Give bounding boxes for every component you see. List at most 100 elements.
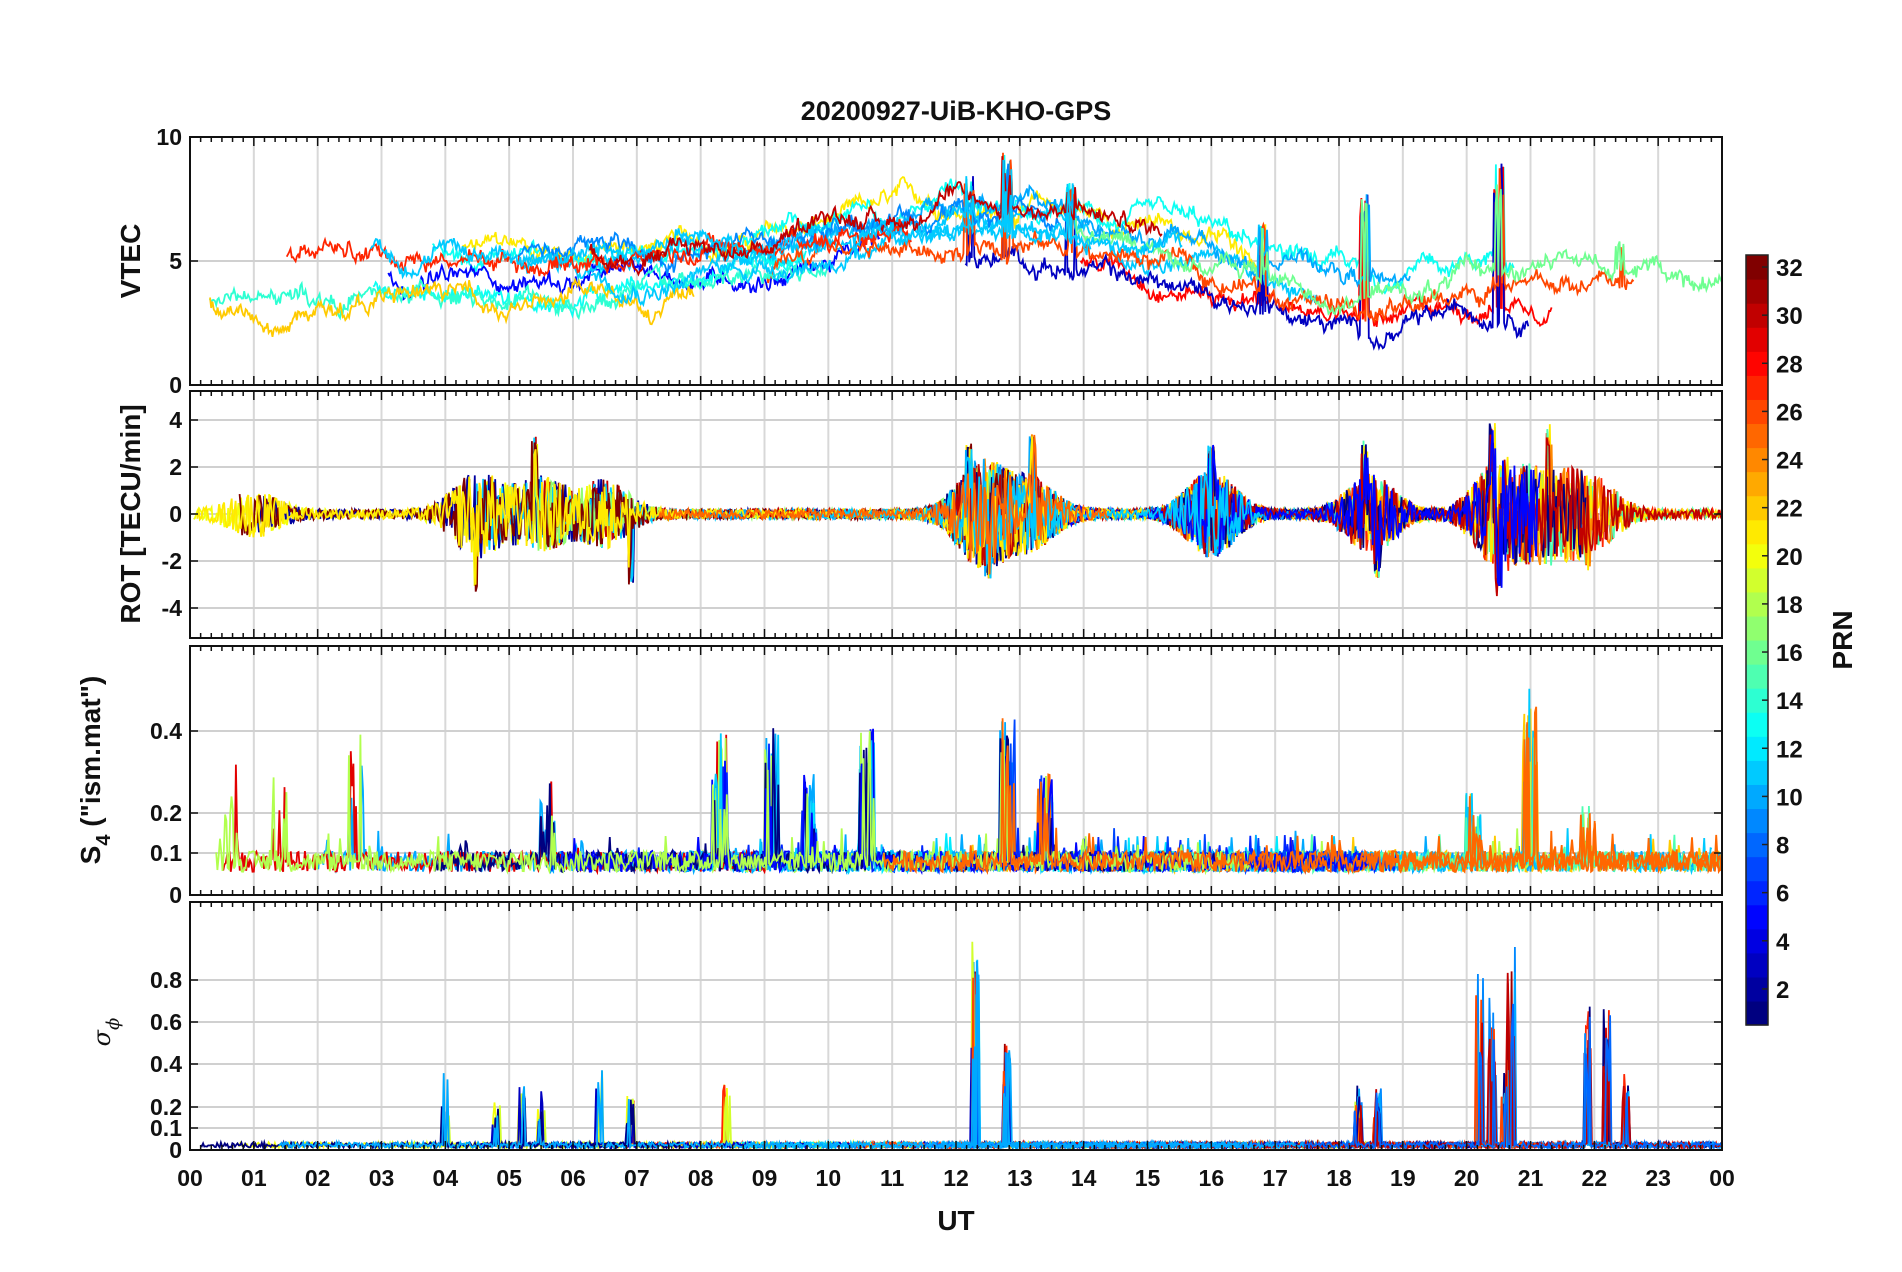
x-tick-label: 04 xyxy=(433,1165,459,1191)
colorbar-segment xyxy=(1746,327,1768,352)
colorbar-tick-label: 28 xyxy=(1776,351,1803,378)
vtec-axes: 0 5 10 xyxy=(156,124,1723,398)
colorbar-segment xyxy=(1746,760,1768,785)
y-tick-label: 4 xyxy=(169,407,182,433)
colorbar-tick-label: 12 xyxy=(1776,736,1803,763)
colorbar-tick-label: 4 xyxy=(1776,929,1790,956)
prn-trace xyxy=(1049,1096,1478,1150)
colorbar-segment xyxy=(1746,399,1768,425)
prn-trace xyxy=(887,961,1722,1150)
prn-trace xyxy=(626,973,1346,1150)
y-tick-label: 0.8 xyxy=(150,967,182,993)
colorbar-tick-label: 30 xyxy=(1776,303,1803,330)
colorbar-tick-label: 14 xyxy=(1776,688,1803,715)
colorbar-tick-label: 6 xyxy=(1776,881,1789,908)
x-tick-label: 00 xyxy=(1709,1165,1735,1191)
prn-trace xyxy=(742,959,1109,1150)
colorbar-segment xyxy=(1746,495,1768,521)
prn-trace xyxy=(479,1047,1056,1150)
y-tick-label: 0 xyxy=(169,882,182,908)
colorbar-segment xyxy=(1746,832,1768,858)
colorbar-segment xyxy=(1746,519,1768,545)
y-tick-label: 0 xyxy=(169,1137,182,1163)
y-tick-label: 0.2 xyxy=(150,800,182,826)
rot-panel: -4 -2 0 2 4 ROT [TECU/min] xyxy=(115,390,1723,639)
prn-trace xyxy=(238,1084,939,1150)
prn-trace xyxy=(964,160,1530,351)
y-tick-label: 0 xyxy=(169,372,182,398)
x-tick-label: 19 xyxy=(1390,1165,1416,1191)
colorbar-tick-label: 24 xyxy=(1776,448,1803,475)
prn-trace xyxy=(1004,946,1722,1150)
y-tick-label: -2 xyxy=(162,548,182,574)
prn-trace xyxy=(939,960,1305,1150)
x-tick-label: 22 xyxy=(1582,1165,1608,1191)
prn-trace xyxy=(1055,972,1722,1150)
prn-trace xyxy=(199,1097,683,1150)
colorbar-segment xyxy=(1746,688,1768,713)
colorbar-segment xyxy=(1746,784,1768,810)
colorbar-tick-label: 20 xyxy=(1776,544,1803,571)
colorbar-segment xyxy=(1746,471,1768,497)
colorbar-segment xyxy=(1746,880,1768,906)
s4-ylabel: S4 ("ism.mat") xyxy=(75,676,115,865)
vtec-ylabel: VTEC xyxy=(115,224,146,299)
colorbar-tick-label: 2 xyxy=(1776,977,1789,1004)
colorbar-tick-label: 18 xyxy=(1776,592,1803,619)
colorbar-label: PRN xyxy=(1827,610,1858,669)
vtec-series xyxy=(208,152,1722,351)
colorbar-segment xyxy=(1746,255,1768,280)
x-tick-label: 20 xyxy=(1454,1165,1480,1191)
colorbar-segment xyxy=(1746,543,1768,569)
y-tick-label: 0 xyxy=(169,501,182,527)
colorbar-segment xyxy=(1746,904,1768,930)
colorbar-tick-label: 8 xyxy=(1776,833,1789,860)
x-tick-label: 06 xyxy=(560,1165,586,1191)
colorbar-segment xyxy=(1746,856,1768,882)
colorbar-segment xyxy=(1746,640,1768,665)
colorbar-segment xyxy=(1746,976,1768,1002)
colorbar-segment xyxy=(1746,808,1768,834)
y-tick-label: 5 xyxy=(169,248,182,274)
colorbar-segment xyxy=(1746,591,1768,617)
colorbar-segment xyxy=(1746,664,1768,689)
chart-title: 20200927-UiB-KHO-GPS xyxy=(801,96,1112,126)
colorbar-segment xyxy=(1746,712,1768,737)
x-tick-label: 10 xyxy=(816,1165,842,1191)
colorbar-segment xyxy=(1746,952,1768,978)
y-tick-label: 0.4 xyxy=(150,718,182,744)
x-tick-label: 05 xyxy=(496,1165,522,1191)
prn-trace xyxy=(372,248,807,319)
colorbar-segment xyxy=(1746,303,1768,328)
prn-trace xyxy=(765,152,1635,324)
x-tick-label: 18 xyxy=(1326,1165,1352,1191)
colorbar-segment xyxy=(1746,279,1768,304)
y-tick-label: 0.4 xyxy=(150,1051,182,1077)
prn-trace xyxy=(209,277,695,337)
sigma-axes: 00.10.2 0.4 0.6 0.8 xyxy=(150,901,1723,1163)
x-tick-label: 15 xyxy=(1135,1165,1161,1191)
x-tick-label: 02 xyxy=(305,1165,331,1191)
x-tick-labels: 00 01 02 03 04 05 06 07 08 09 10 11 12 13 14 15 16 17 18 19… xyxy=(177,1165,1735,1191)
colorbar-tick-label: 26 xyxy=(1776,399,1803,426)
colorbar-segment xyxy=(1746,615,1768,641)
prn-trace xyxy=(882,706,1722,876)
x-tick-label: 17 xyxy=(1262,1165,1288,1191)
prn-trace xyxy=(658,434,1109,575)
prn-trace xyxy=(606,728,1610,876)
colorbar-tick-label: 32 xyxy=(1776,255,1803,282)
sigma-panel: 00.10.2 0.4 0.6 0.8 σϕ xyxy=(88,901,1723,1163)
x-tick-label: 07 xyxy=(624,1165,650,1191)
sigma-ylabel: σϕ xyxy=(88,1018,124,1047)
x-tick-label: 16 xyxy=(1199,1165,1225,1191)
colorbar-tick-label: 10 xyxy=(1776,784,1803,811)
prn-trace xyxy=(590,159,1183,308)
prn-trace xyxy=(222,734,768,876)
colorbar-segment xyxy=(1746,447,1768,473)
y-tick-label: 0.6 xyxy=(150,1009,182,1035)
colorbar-frame xyxy=(1745,254,1769,1026)
x-tick-label: 08 xyxy=(688,1165,714,1191)
y-tick-label: -4 xyxy=(162,595,183,621)
s4-axes: 0 0.1 0.2 0.4 xyxy=(150,645,1723,908)
